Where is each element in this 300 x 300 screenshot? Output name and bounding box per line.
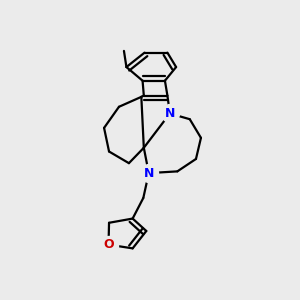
Text: O: O [103,238,114,251]
Text: N: N [165,107,175,120]
Text: N: N [144,167,154,180]
